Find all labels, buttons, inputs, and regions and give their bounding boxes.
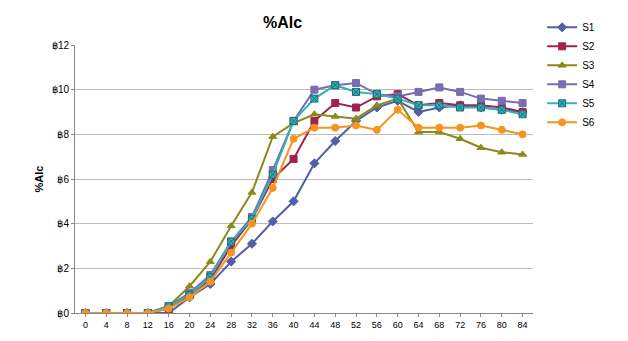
svg-text:S5: S5 xyxy=(582,98,595,109)
svg-text:44: 44 xyxy=(309,320,319,330)
svg-text:฿12: ฿12 xyxy=(52,40,70,51)
svg-text:24: 24 xyxy=(205,320,215,330)
svg-text:12: 12 xyxy=(143,320,153,330)
svg-text:S4: S4 xyxy=(582,79,595,90)
svg-text:40: 40 xyxy=(289,320,299,330)
svg-text:฿4: ฿4 xyxy=(57,218,69,229)
svg-text:16: 16 xyxy=(164,320,174,330)
svg-text:S2: S2 xyxy=(582,41,595,52)
svg-text:S1: S1 xyxy=(582,22,595,33)
svg-text:฿6: ฿6 xyxy=(57,174,69,185)
svg-text:S3: S3 xyxy=(582,60,595,71)
svg-text:68: 68 xyxy=(434,320,444,330)
svg-text:80: 80 xyxy=(497,320,507,330)
svg-text:72: 72 xyxy=(455,320,465,330)
svg-text:32: 32 xyxy=(247,320,257,330)
svg-text:36: 36 xyxy=(268,320,278,330)
svg-text:52: 52 xyxy=(351,320,361,330)
svg-text:S6: S6 xyxy=(582,117,595,128)
svg-text:%Alc: %Alc xyxy=(263,14,302,31)
svg-text:60: 60 xyxy=(393,320,403,330)
svg-text:20: 20 xyxy=(184,320,194,330)
svg-text:84: 84 xyxy=(518,320,528,330)
svg-text:฿8: ฿8 xyxy=(57,129,69,140)
svg-text:48: 48 xyxy=(330,320,340,330)
svg-text:฿10: ฿10 xyxy=(52,84,70,95)
svg-text:฿0: ฿0 xyxy=(57,308,69,319)
svg-text:28: 28 xyxy=(226,320,236,330)
svg-text:64: 64 xyxy=(413,320,423,330)
svg-text:56: 56 xyxy=(372,320,382,330)
svg-text:%Alc: %Alc xyxy=(33,166,45,193)
svg-text:0: 0 xyxy=(83,320,88,330)
svg-text:4: 4 xyxy=(104,320,109,330)
svg-text:8: 8 xyxy=(125,320,130,330)
svg-text:฿2: ฿2 xyxy=(57,263,69,274)
svg-text:76: 76 xyxy=(476,320,486,330)
